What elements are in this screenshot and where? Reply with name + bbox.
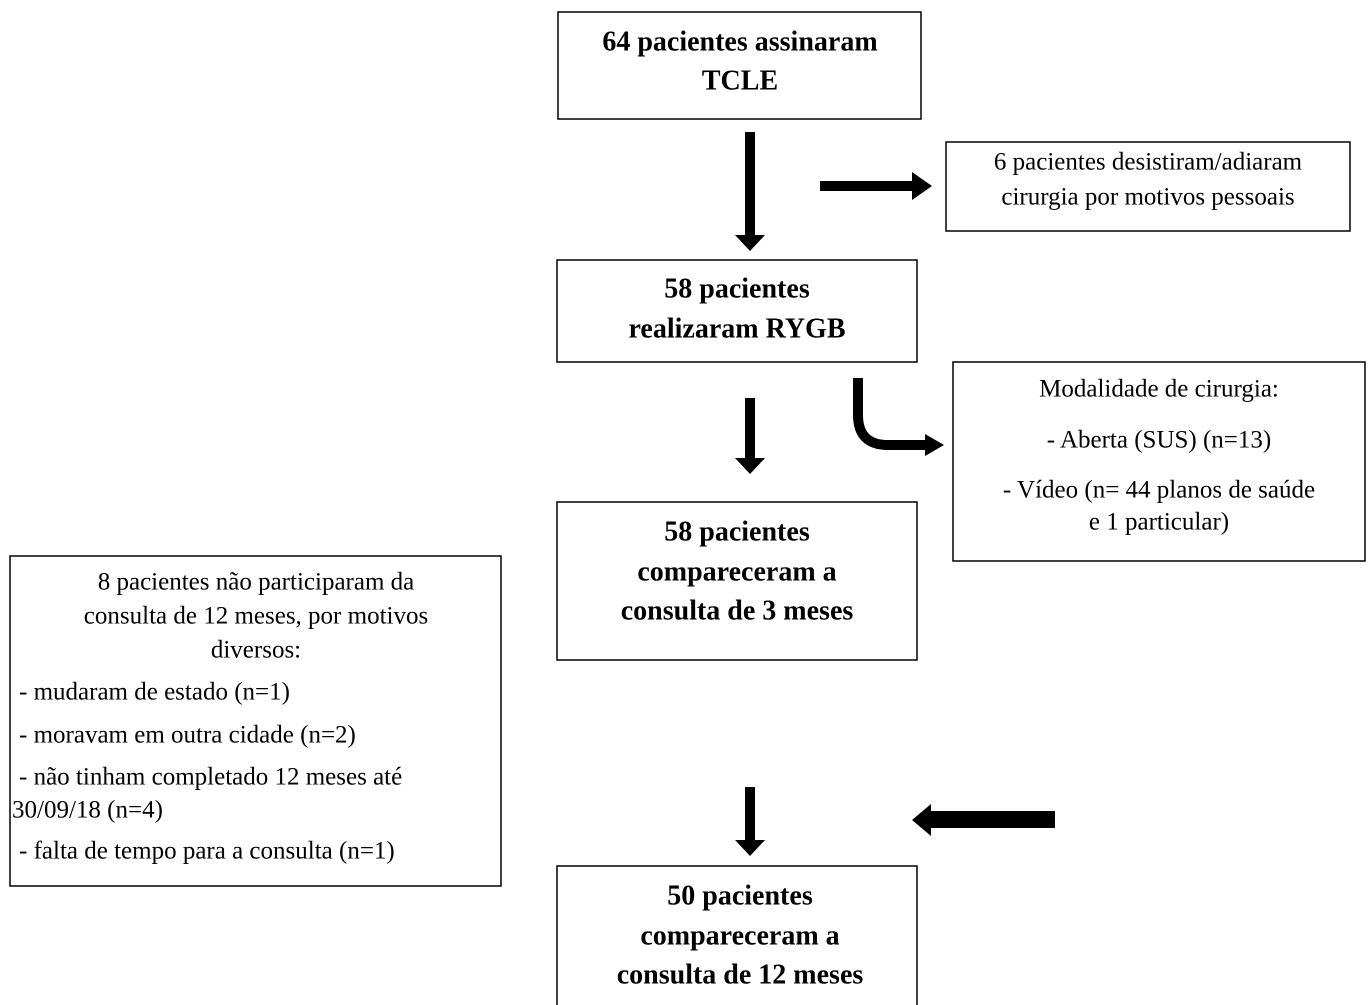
arrow bbox=[912, 804, 1055, 836]
node-text: diversos: bbox=[211, 637, 301, 664]
node-text: - falta de tempo para a consulta (n=1) bbox=[19, 838, 395, 865]
box bbox=[557, 11, 922, 120]
box bbox=[556, 259, 918, 363]
node-text: - moravam em outra cidade (n=2) bbox=[19, 722, 356, 749]
box bbox=[556, 865, 918, 1005]
arrow bbox=[735, 132, 765, 251]
node-text: - Aberta (SUS) (n=13) bbox=[1047, 427, 1271, 454]
node-text: consulta de 3 meses bbox=[621, 595, 854, 626]
node-text: TCLE bbox=[702, 65, 778, 96]
node-text: e 1 particular) bbox=[1089, 509, 1229, 536]
node-text: realizaram RYGB bbox=[629, 313, 846, 344]
node-text: 58 pacientes bbox=[664, 516, 810, 547]
node-text: compareceram a bbox=[637, 556, 836, 587]
node-text: compareceram a bbox=[640, 920, 839, 951]
node-text: - mudaram de estado (n=1) bbox=[19, 679, 290, 706]
node-text: - Vídeo (n= 44 planos de saúde bbox=[1003, 477, 1315, 504]
node-text: Modalidade de cirurgia: bbox=[1039, 376, 1279, 403]
arrow bbox=[735, 398, 765, 474]
node-text: 8 pacientes não participaram da bbox=[98, 569, 415, 596]
node-text: 30/09/18 (n=4) bbox=[12, 797, 163, 824]
node-text: 58 pacientes bbox=[664, 273, 810, 304]
arrow bbox=[735, 787, 765, 856]
arrow bbox=[853, 378, 944, 456]
node-text: 6 pacientes desistiram/adiaram bbox=[994, 149, 1303, 176]
node-text: - não tinham completado 12 meses até bbox=[19, 764, 402, 791]
box bbox=[945, 141, 1351, 232]
node-text: 50 pacientes bbox=[667, 880, 813, 911]
node-text: consulta de 12 meses bbox=[617, 959, 864, 990]
node-text: 64 pacientes assinaram bbox=[602, 26, 877, 57]
node-text: cirurgia por motivos pessoais bbox=[1001, 184, 1294, 211]
arrow bbox=[820, 172, 932, 200]
box bbox=[952, 361, 1366, 562]
node-text: consulta de 12 meses, por motivos bbox=[84, 603, 428, 630]
box bbox=[9, 555, 502, 887]
box bbox=[556, 501, 918, 661]
